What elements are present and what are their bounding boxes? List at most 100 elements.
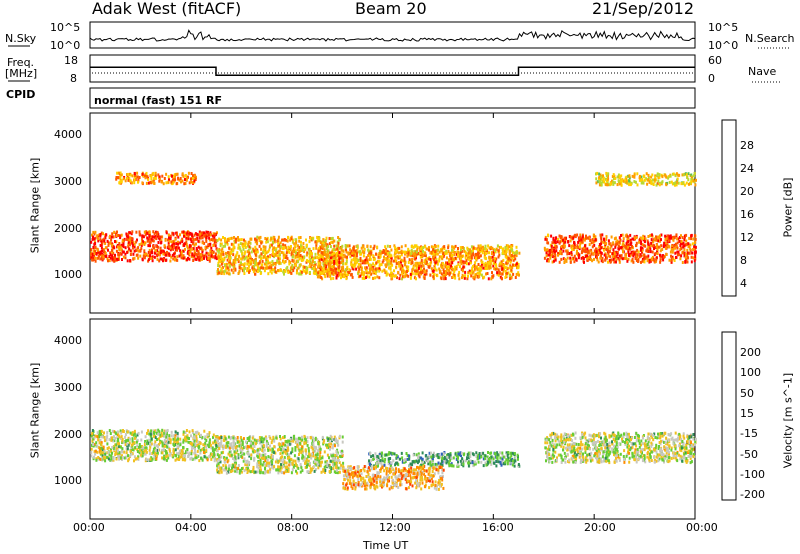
power-scatter-point: [681, 173, 684, 177]
power-scatter-point: [292, 269, 295, 273]
power-scatter-point: [563, 244, 566, 247]
velocity-scatter-point: [192, 443, 195, 447]
power-scatter-point: [235, 237, 237, 241]
power-scatter-point: [99, 234, 102, 238]
power-scatter-point: [578, 245, 581, 249]
power-scatter-point: [192, 238, 195, 242]
velocity-scatter-point: [187, 440, 190, 444]
power-scatter-point: [101, 257, 104, 261]
power-scatter-point: [308, 252, 311, 256]
power-scatter-point: [419, 255, 422, 259]
power-scatter-point: [502, 247, 505, 251]
power-scatter-point: [318, 258, 321, 262]
power-scatter-point: [154, 176, 157, 180]
velocity-scatter-point: [106, 442, 109, 446]
velocity-scatter-point: [99, 438, 102, 442]
power-scatter-point: [501, 277, 503, 281]
power-scatter-point: [281, 247, 284, 250]
velocity-scatter-point: [190, 434, 192, 438]
power-scatter-point: [692, 179, 695, 183]
velocity-scatter-point: [151, 457, 154, 461]
power-scatter-point: [158, 177, 161, 181]
velocity-scatter-point: [215, 446, 218, 450]
power-scatter-point: [643, 178, 646, 182]
power-scatter-point: [448, 251, 451, 255]
velocity-scatter-point: [166, 454, 169, 458]
power-scatter-point: [236, 251, 239, 255]
power-scatter-point: [129, 236, 132, 240]
power-scatter-point: [482, 247, 485, 251]
power-scatter-point: [507, 257, 510, 261]
power-scatter-point: [385, 265, 388, 268]
power-scatter-point: [400, 245, 403, 249]
power-scatter-point: [692, 237, 695, 241]
velocity-scatter-point: [176, 440, 179, 444]
power-scatter-point: [100, 231, 103, 235]
power-scatter-point: [480, 273, 483, 277]
power-scatter-point: [670, 180, 673, 184]
power-scatter-point: [568, 252, 571, 255]
power-scatter-point: [93, 237, 96, 241]
power-scatter-point: [627, 248, 630, 252]
power-scatter-point: [232, 253, 235, 257]
velocity-scatter-point: [136, 438, 139, 442]
velocity-scatter-point: [283, 471, 286, 475]
power-scatter-point: [434, 256, 437, 260]
velocity-scatter-point: [143, 449, 146, 453]
power-scatter-point: [331, 250, 334, 254]
velocity-scatter-point: [141, 450, 144, 454]
power-scatter-point: [592, 252, 595, 256]
power-scatter-point: [386, 252, 389, 255]
power-scatter-point: [112, 256, 115, 260]
power-scatter-point: [210, 254, 213, 258]
power-scatter-point: [479, 254, 482, 258]
power-scatter-point: [454, 256, 457, 260]
power-scatter-point: [583, 246, 585, 250]
power-scatter-point: [314, 262, 317, 266]
power-scatter-point: [584, 236, 587, 240]
power-scatter-point: [340, 256, 343, 260]
power-scatter-point: [480, 249, 483, 252]
power-scatter-point: [197, 252, 200, 256]
velocity-scatter-point: [134, 446, 137, 450]
velocity-scatter-point: [125, 451, 128, 455]
power-scatter-point: [455, 264, 458, 268]
power-scatter-point: [376, 245, 379, 249]
power-scatter-point: [672, 172, 675, 176]
power-scatter-point: [169, 234, 172, 238]
power-scatter-point: [646, 259, 649, 263]
power-scatter-point: [183, 256, 186, 260]
power-scatter-point: [360, 267, 363, 271]
power-scatter-point: [109, 256, 112, 260]
power-scatter-point: [309, 261, 311, 265]
power-scatter-point: [153, 232, 156, 236]
power-scatter-point: [478, 275, 481, 279]
power-scatter-point: [508, 274, 511, 278]
power-scatter-point: [141, 181, 144, 185]
power-scatter-point: [119, 234, 122, 238]
power-scatter-point: [181, 237, 184, 241]
power-scatter-point: [294, 263, 297, 267]
power-scatter-point: [423, 267, 425, 271]
velocity-scatter-point: [132, 433, 135, 437]
power-scatter-point: [182, 249, 185, 253]
power-scatter-point: [462, 261, 465, 265]
power-scatter-point: [409, 253, 412, 257]
power-scatter-point: [600, 251, 603, 255]
power-scatter-point: [403, 256, 406, 260]
power-scatter-point: [574, 246, 577, 250]
power-scatter-point: [560, 235, 563, 239]
power-scatter-point: [224, 238, 227, 242]
power-scatter-point: [254, 240, 257, 244]
velocity-scatter-point: [189, 457, 192, 461]
power-scatter-point: [617, 173, 620, 177]
power-scatter-point: [207, 230, 209, 234]
power-scatter-point: [445, 249, 448, 253]
velocity-scatter-point: [182, 440, 185, 444]
velocity-scatter-point: [177, 451, 180, 455]
power-scatter-point: [453, 270, 456, 274]
velocity-scatter-point: [131, 448, 134, 451]
power-scatter-point: [232, 245, 235, 249]
power-scatter-point: [479, 247, 482, 251]
power-scatter-point: [320, 272, 323, 275]
